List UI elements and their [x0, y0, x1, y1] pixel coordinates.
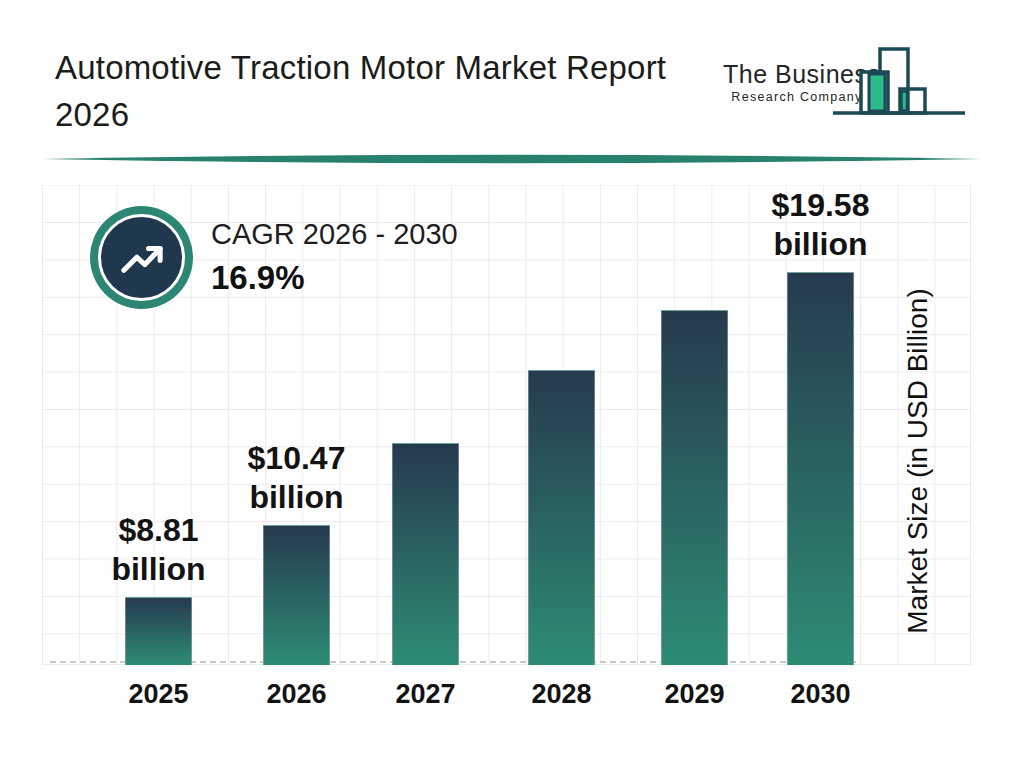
cagr-value: 16.9% [211, 259, 458, 297]
bar-buildings-logo-icon [833, 45, 965, 117]
cagr-badge-inner [98, 214, 185, 301]
x-axis-baseline [50, 661, 856, 663]
x-axis-label-2029: 2029 [630, 679, 760, 710]
y-axis-label: Market Size (in USD Billion) [902, 288, 934, 633]
page-title: Automotive Traction Motor Market Report … [55, 44, 745, 138]
company-logo: The Business Research Company [715, 40, 975, 125]
x-axis-label-2026: 2026 [232, 679, 362, 710]
x-axis-label-2030: 2030 [756, 679, 886, 710]
cagr-label: CAGR 2026 - 2030 [211, 218, 458, 251]
title-divider [42, 154, 982, 166]
trending-up-icon [113, 229, 171, 287]
x-axis-label-2027: 2027 [361, 679, 491, 710]
cagr-text-block: CAGR 2026 - 2030 16.9% [211, 218, 458, 297]
x-axis-label-2028: 2028 [497, 679, 627, 710]
cagr-badge [90, 206, 193, 309]
x-axis-label-2025: 2025 [94, 679, 224, 710]
